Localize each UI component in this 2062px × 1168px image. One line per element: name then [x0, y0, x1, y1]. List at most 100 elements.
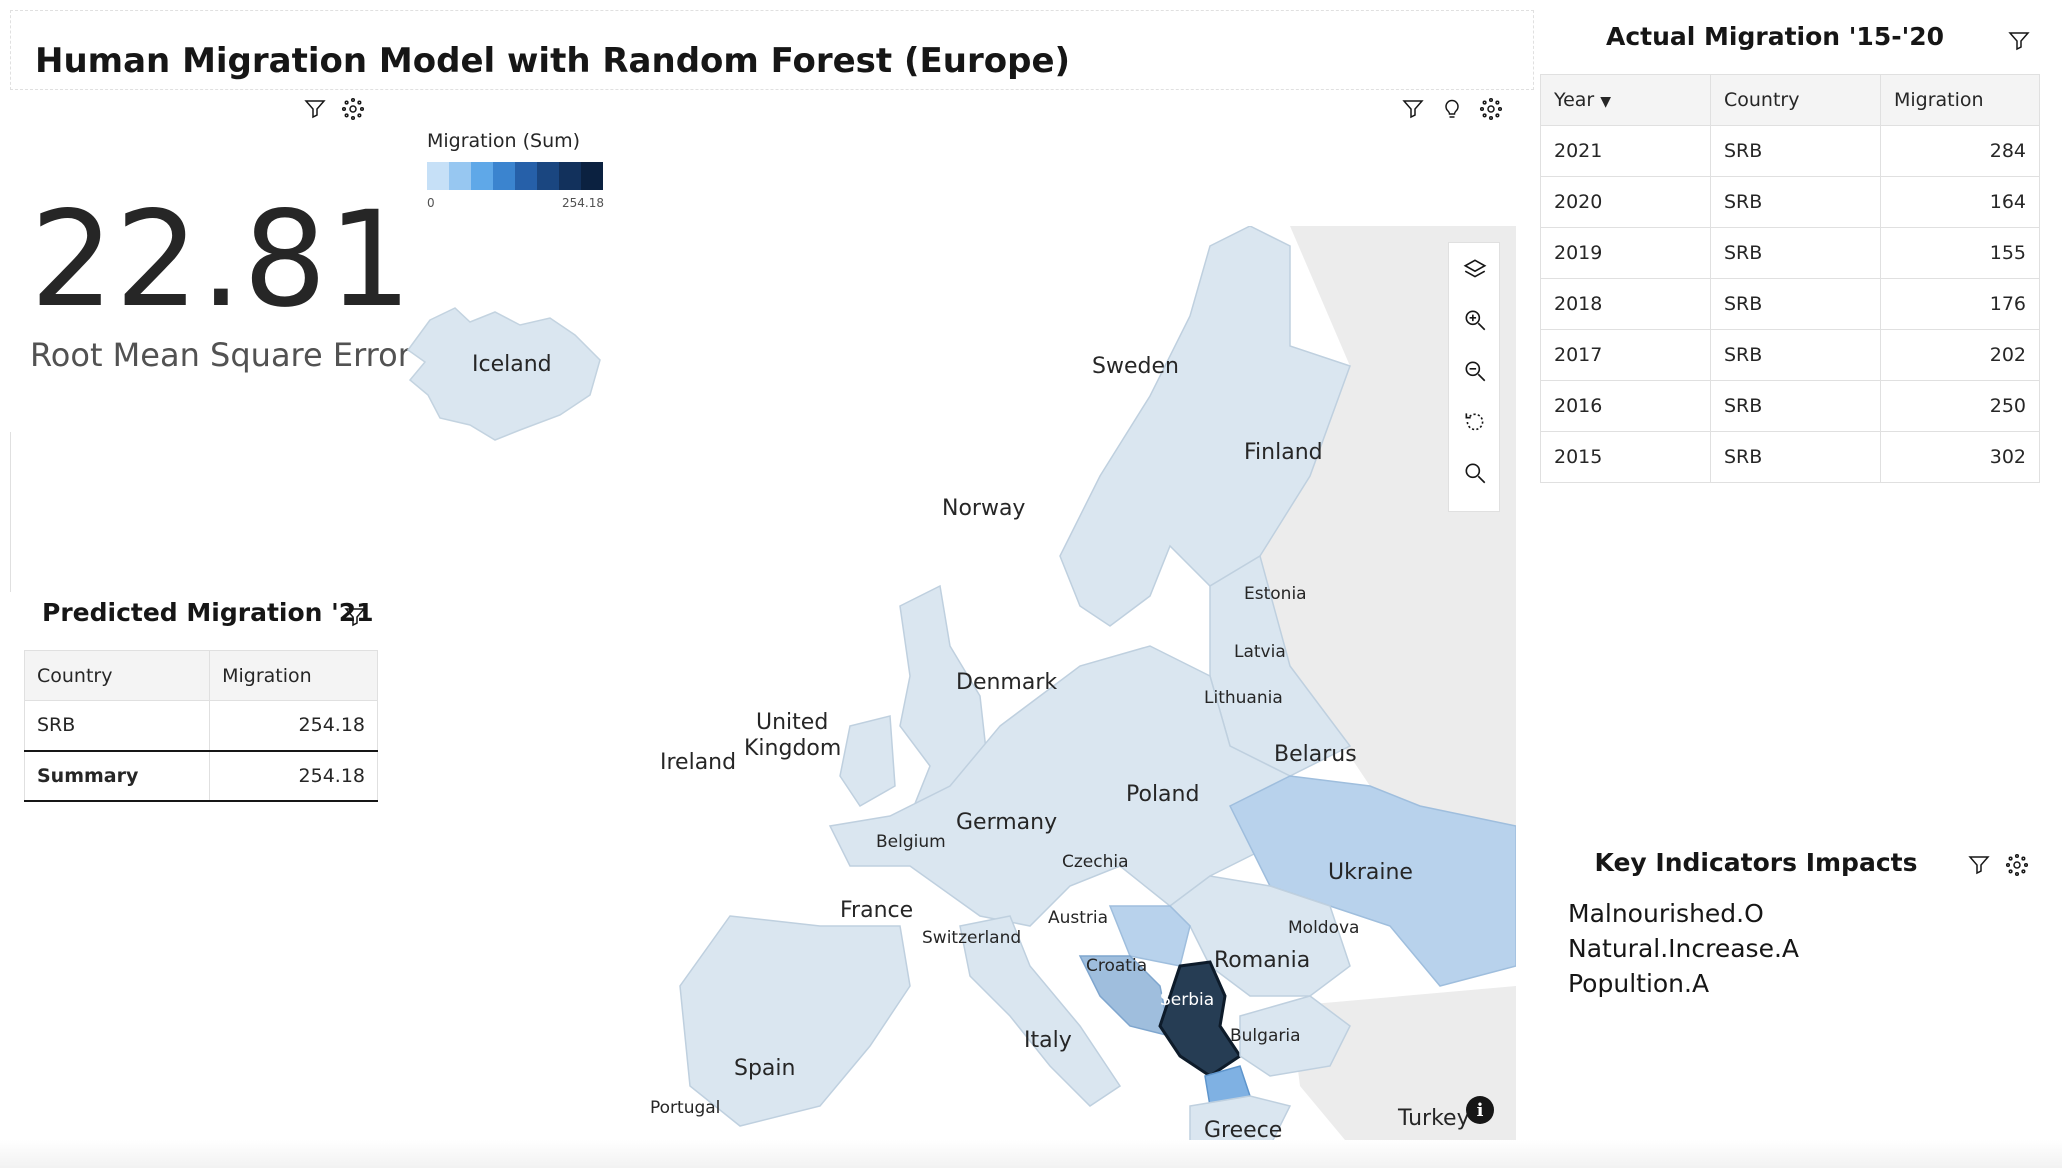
- table-row[interactable]: SRB 254.18: [23, 700, 378, 751]
- column-header-migration[interactable]: Migration: [209, 650, 378, 701]
- country-label: Estonia: [1244, 584, 1307, 604]
- kpi-settings-icon[interactable]: [338, 94, 368, 124]
- cell-migration: 164: [1880, 176, 2040, 228]
- summary-label: Summary: [23, 749, 211, 802]
- kpi-value: 22.81: [30, 183, 413, 337]
- predicted-table-title: Predicted Migration '21: [42, 598, 374, 627]
- country-romania[interactable]: [1168, 875, 1351, 997]
- actual-filter-icon[interactable]: [2004, 26, 2034, 56]
- legend-title: Migration (Sum): [427, 130, 581, 152]
- cell-migration: 302: [1880, 431, 2040, 483]
- country-label: Austria: [1048, 908, 1109, 928]
- country-label: Serbia: [1160, 990, 1215, 1010]
- key-indicators-filter-icon[interactable]: [1964, 850, 1994, 880]
- list-item: Natural.Increase.A: [1568, 934, 1800, 963]
- country-label: Poland: [1126, 782, 1200, 807]
- panel-divider: [10, 432, 11, 592]
- column-header-migration[interactable]: Migration: [1880, 74, 2040, 126]
- legend-min: 0: [427, 196, 435, 210]
- country-label: Sweden: [1092, 354, 1179, 379]
- country-label: Lithuania: [1204, 688, 1283, 708]
- zoom-in-icon[interactable]: [1460, 305, 1490, 335]
- legend-swatch: [581, 162, 603, 190]
- country-iberia[interactable]: [679, 915, 911, 1127]
- summary-row: Summary 254.18: [23, 749, 378, 802]
- country-label: Belarus: [1274, 742, 1357, 767]
- country-label: Spain: [734, 1056, 796, 1081]
- cell-migration: 254.18: [209, 700, 378, 751]
- country-serbia[interactable]: [1158, 960, 1243, 1078]
- column-header-country[interactable]: Country: [23, 650, 211, 701]
- country-bulgaria[interactable]: [1239, 995, 1351, 1077]
- map-settings-icon[interactable]: [1476, 94, 1506, 124]
- kpi-filter-icon[interactable]: [300, 94, 330, 124]
- cell-country: SRB: [1710, 176, 1881, 228]
- country-label: Ireland: [660, 750, 737, 775]
- legend-swatch: [493, 162, 515, 190]
- country-label: Norway: [942, 496, 1026, 521]
- info-icon[interactable]: i: [1466, 1096, 1494, 1124]
- cell-year: 2016: [1540, 380, 1711, 432]
- country-label: Belgium: [876, 832, 946, 852]
- country-label: Turkey: [1398, 1106, 1470, 1131]
- cell-migration: 176: [1880, 278, 2040, 330]
- cell-country: SRB: [1710, 227, 1881, 279]
- map-toolbar: [1448, 242, 1500, 512]
- table-row[interactable]: 2018 SRB 176: [1540, 278, 2040, 330]
- legend-color-ramp: [427, 162, 603, 190]
- country-label: Croatia: [1086, 956, 1148, 976]
- cell-country: SRB: [1710, 431, 1881, 483]
- predicted-filter-icon[interactable]: [340, 602, 370, 632]
- table-row[interactable]: 2017 SRB 202: [1540, 329, 2040, 381]
- cell-country: SRB: [23, 700, 211, 751]
- choropleth-map[interactable]: [650, 226, 1516, 1146]
- country-ireland[interactable]: [839, 715, 896, 807]
- sort-desc-icon[interactable]: ▼: [1600, 94, 1612, 110]
- legend-swatch: [515, 162, 537, 190]
- country-label: Bulgaria: [1230, 1026, 1301, 1046]
- country-scandinavia[interactable]: [1059, 226, 1351, 627]
- search-icon[interactable]: [1460, 458, 1490, 488]
- table-row[interactable]: 2020 SRB 164: [1540, 176, 2040, 228]
- key-indicators-title: Key Indicators Impacts: [1594, 848, 1918, 877]
- country-greece[interactable]: [1189, 1095, 1292, 1146]
- key-indicators-list: Malnourished.O Natural.Increase.A Popult…: [1568, 896, 1799, 1001]
- kpi-label: Root Mean Square Error: [30, 336, 411, 374]
- column-header-year[interactable]: Year ▼: [1540, 74, 1711, 126]
- table-row[interactable]: 2019 SRB 155: [1540, 227, 2040, 279]
- legend-swatch: [471, 162, 493, 190]
- legend-swatch: [449, 162, 471, 190]
- cell-year: 2017: [1540, 329, 1711, 381]
- table-row[interactable]: 2021 SRB 284: [1540, 125, 2040, 177]
- country-italy[interactable]: [959, 915, 1122, 1107]
- country-central-europe[interactable]: [828, 645, 1291, 927]
- country-label: Czechia: [1062, 852, 1129, 872]
- actual-table-title: Actual Migration '15-'20: [1605, 22, 1945, 51]
- country-label: Greece: [1204, 1118, 1283, 1143]
- country-hungary[interactable]: [1108, 905, 1191, 967]
- country-label: Ukraine: [1328, 860, 1413, 885]
- cell-country: SRB: [1710, 278, 1881, 330]
- map-filter-icon[interactable]: [1398, 94, 1428, 124]
- country-label: Iceland: [472, 352, 552, 377]
- table-row[interactable]: 2015 SRB 302: [1540, 431, 2040, 483]
- legend-swatch: [559, 162, 581, 190]
- cell-migration: 250: [1880, 380, 2040, 432]
- table-row[interactable]: 2016 SRB 250: [1540, 380, 2040, 432]
- country-label: Kingdom: [744, 736, 842, 761]
- country-label: Romania: [1214, 948, 1311, 973]
- layers-icon[interactable]: [1460, 254, 1490, 284]
- column-header-country[interactable]: Country: [1710, 74, 1881, 126]
- lightbulb-icon[interactable]: [1437, 94, 1467, 124]
- key-indicators-settings-icon[interactable]: [2002, 850, 2032, 880]
- country-label: France: [840, 898, 914, 923]
- cell-country: SRB: [1710, 125, 1881, 177]
- country-label: Moldova: [1288, 918, 1360, 938]
- cell-migration: 155: [1880, 227, 2040, 279]
- column-header-label: Year: [1554, 89, 1595, 111]
- zoom-out-icon[interactable]: [1460, 356, 1490, 386]
- reset-icon[interactable]: [1460, 407, 1490, 437]
- country-iceland[interactable]: [400, 300, 610, 450]
- cell-migration: 284: [1880, 125, 2040, 177]
- country-label: Italy: [1024, 1028, 1072, 1053]
